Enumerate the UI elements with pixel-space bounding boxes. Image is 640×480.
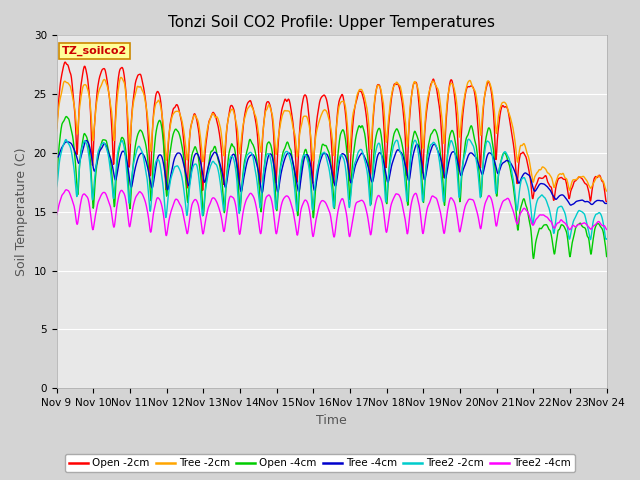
Open -2cm <box>175 108 183 114</box>
Tree -2cm <box>603 188 611 194</box>
Open -2cm <box>602 199 610 204</box>
Tree2 -4cm <box>330 234 338 240</box>
Tree2 -4cm <box>162 232 170 238</box>
Line: Open -2cm: Open -2cm <box>56 62 607 202</box>
Tree -4cm <box>52 154 60 159</box>
Open -4cm <box>237 200 244 206</box>
Tree2 -4cm <box>52 213 60 218</box>
Open -4cm <box>162 181 170 187</box>
Open -2cm <box>237 153 244 159</box>
Tree -4cm <box>83 138 90 144</box>
Line: Open -4cm: Open -4cm <box>56 117 607 258</box>
Tree -2cm <box>237 142 244 148</box>
Tree -4cm <box>175 150 183 156</box>
Open -2cm <box>538 176 545 181</box>
Tree -2cm <box>162 155 170 160</box>
Open -4cm <box>417 164 425 169</box>
Open -2cm <box>162 187 170 192</box>
Tree2 -4cm <box>237 226 244 231</box>
Tree2 -2cm <box>237 201 244 206</box>
Tree -4cm <box>489 154 497 160</box>
Open -2cm <box>417 139 425 145</box>
Tree -4cm <box>417 156 425 162</box>
Tree -2cm <box>117 74 125 80</box>
Legend: Open -2cm, Tree -2cm, Open -4cm, Tree -4cm, Tree2 -2cm, Tree2 -4cm: Open -2cm, Tree -2cm, Open -4cm, Tree -4… <box>65 454 575 472</box>
Line: Tree2 -2cm: Tree2 -2cm <box>56 139 607 240</box>
X-axis label: Time: Time <box>316 414 347 427</box>
Tree2 -4cm <box>538 212 546 218</box>
Tree2 -2cm <box>52 184 60 190</box>
Open -4cm <box>52 181 60 187</box>
Open -4cm <box>530 255 538 261</box>
Tree2 -2cm <box>465 136 472 142</box>
Tree -4cm <box>237 188 244 194</box>
Tree2 -2cm <box>417 175 425 180</box>
Line: Tree2 -4cm: Tree2 -4cm <box>56 190 607 237</box>
Tree -2cm <box>417 117 425 123</box>
Tree2 -4cm <box>63 187 70 192</box>
Open -4cm <box>603 253 611 259</box>
Tree2 -4cm <box>490 205 497 211</box>
Tree -4cm <box>538 180 545 186</box>
Open -2cm <box>603 199 611 204</box>
Tree -4cm <box>567 202 575 208</box>
Tree -4cm <box>603 201 611 206</box>
Open -4cm <box>489 144 497 149</box>
Line: Tree -4cm: Tree -4cm <box>56 141 607 205</box>
Tree2 -2cm <box>603 236 611 242</box>
Line: Tree -2cm: Tree -2cm <box>56 77 607 191</box>
Tree -2cm <box>175 109 183 115</box>
Text: TZ_soilco2: TZ_soilco2 <box>62 46 127 56</box>
Tree -2cm <box>489 96 497 102</box>
Tree2 -4cm <box>175 200 183 206</box>
Open -4cm <box>175 131 183 137</box>
Tree2 -4cm <box>418 222 426 228</box>
Tree2 -4cm <box>603 227 611 232</box>
Tree -2cm <box>52 129 60 134</box>
Tree2 -2cm <box>175 165 182 171</box>
Tree -2cm <box>538 165 545 171</box>
Tree -4cm <box>162 177 170 183</box>
Open -4cm <box>538 225 546 231</box>
Open -2cm <box>61 59 69 65</box>
Title: Tonzi Soil CO2 Profile: Upper Temperatures: Tonzi Soil CO2 Profile: Upper Temperatur… <box>168 15 495 30</box>
Tree2 -2cm <box>162 213 170 218</box>
Tree2 -2cm <box>587 237 595 242</box>
Open -2cm <box>52 125 60 131</box>
Open -2cm <box>489 105 497 111</box>
Tree2 -2cm <box>489 159 497 165</box>
Y-axis label: Soil Temperature (C): Soil Temperature (C) <box>15 147 28 276</box>
Tree2 -2cm <box>538 192 545 198</box>
Open -4cm <box>63 114 70 120</box>
